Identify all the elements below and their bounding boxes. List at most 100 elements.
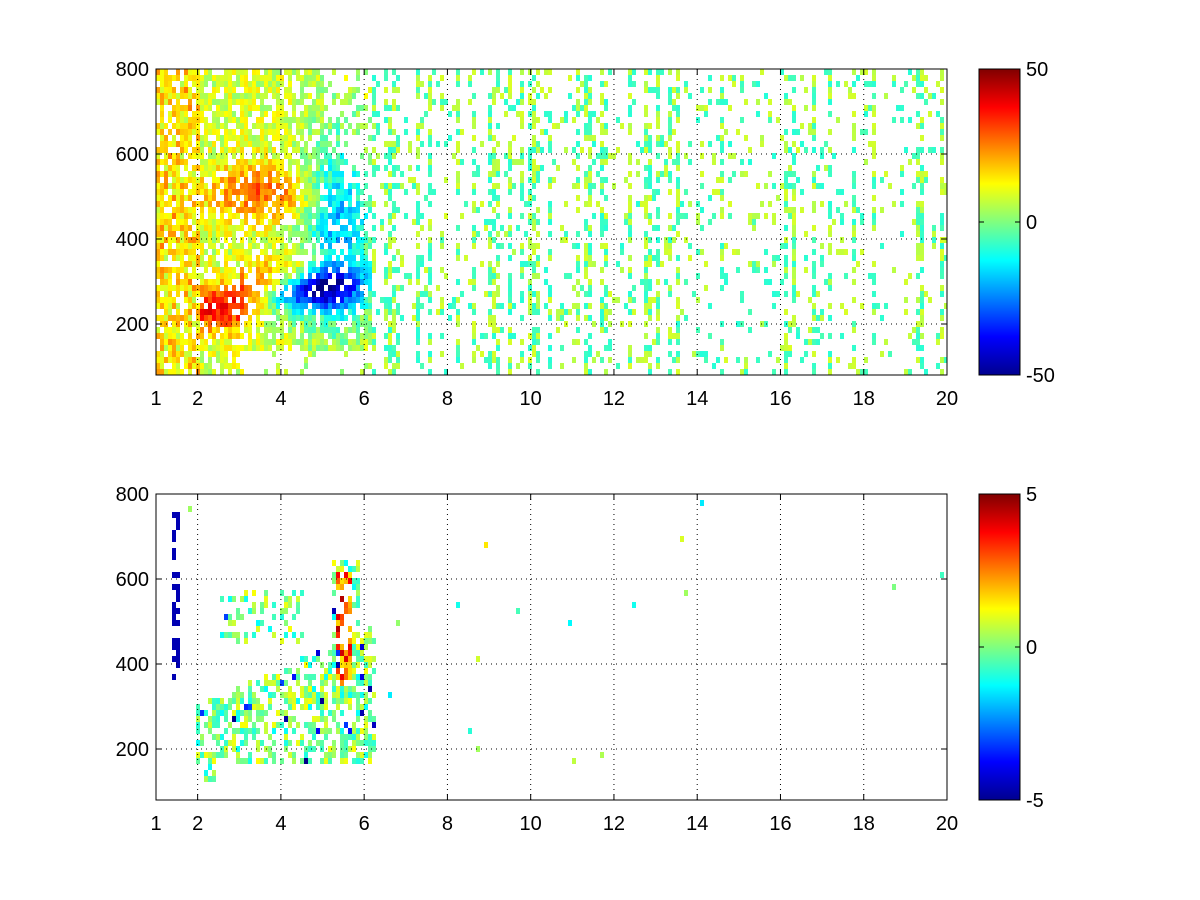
heatmap-cell xyxy=(388,153,392,159)
heatmap-cell xyxy=(176,339,180,345)
heatmap-cell xyxy=(260,686,264,692)
heatmap-cell xyxy=(164,171,168,177)
heatmap-cell xyxy=(192,219,196,225)
heatmap-cell xyxy=(200,159,204,165)
heatmap-cell xyxy=(588,99,592,105)
heatmap-cell xyxy=(308,159,312,165)
heatmap-cell xyxy=(356,740,360,746)
heatmap-cell xyxy=(244,590,248,596)
heatmap-cell xyxy=(748,309,752,315)
heatmap-cell xyxy=(644,123,648,129)
heatmap-cell xyxy=(196,219,200,225)
heatmap-cell xyxy=(916,207,920,213)
heatmap-cell xyxy=(160,357,164,363)
heatmap-cell xyxy=(156,177,160,183)
heatmap-cell xyxy=(168,183,172,189)
heatmap-cell xyxy=(240,692,244,698)
heatmap-cell xyxy=(344,303,348,309)
heatmap-cell xyxy=(372,740,376,746)
heatmap-cell xyxy=(336,255,340,261)
heatmap-cell xyxy=(744,363,748,369)
heatmap-cell xyxy=(192,165,196,171)
heatmap-cell xyxy=(372,225,376,231)
heatmap-cell xyxy=(312,321,316,327)
heatmap-cell xyxy=(156,291,160,297)
heatmap-cell xyxy=(188,363,192,369)
heatmap-cell xyxy=(548,213,552,219)
heatmap-cell xyxy=(920,267,924,273)
heatmap-cell xyxy=(932,225,936,231)
heatmap-cell xyxy=(940,249,944,255)
heatmap-cell xyxy=(208,363,212,369)
heatmap-cell xyxy=(288,171,292,177)
heatmap-cell xyxy=(872,195,876,201)
heatmap-cell xyxy=(236,333,240,339)
heatmap-cell xyxy=(788,147,792,153)
heatmap-cell xyxy=(168,171,172,177)
heatmap-cell xyxy=(424,291,428,297)
heatmap-cell xyxy=(596,117,600,123)
heatmap-cell xyxy=(236,255,240,261)
heatmap-cell xyxy=(332,213,336,219)
heatmap-cell xyxy=(208,105,212,111)
heatmap-cell xyxy=(364,123,368,129)
heatmap-cell xyxy=(396,267,400,273)
heatmap-cell xyxy=(508,165,512,171)
heatmap-cell xyxy=(304,171,308,177)
heatmap-cell xyxy=(188,351,192,357)
heatmap-cell xyxy=(600,69,604,75)
heatmap-cell xyxy=(428,339,432,345)
heatmap-cell xyxy=(220,153,224,159)
heatmap-cell xyxy=(300,339,304,345)
heatmap-cell xyxy=(304,105,308,111)
heatmap-cell xyxy=(308,201,312,207)
heatmap-cell xyxy=(364,333,368,339)
heatmap-cell xyxy=(288,123,292,129)
heatmap-cell xyxy=(156,183,160,189)
heatmap-cell xyxy=(556,327,560,333)
heatmap-cell xyxy=(176,357,180,363)
heatmap-cell xyxy=(220,291,224,297)
heatmap-cell xyxy=(164,147,168,153)
heatmap-cell xyxy=(324,261,328,267)
heatmap-cell xyxy=(520,69,524,75)
heatmap-cell xyxy=(456,345,460,351)
heatmap-cell xyxy=(332,285,336,291)
heatmap-cell xyxy=(340,153,344,159)
heatmap-cell xyxy=(268,680,272,686)
heatmap-cell xyxy=(224,261,228,267)
heatmap-cell xyxy=(168,231,172,237)
heatmap-cell xyxy=(392,363,396,369)
heatmap-cell xyxy=(168,87,172,93)
heatmap-cell xyxy=(212,333,216,339)
heatmap-cell xyxy=(316,165,320,171)
heatmap-cell xyxy=(280,722,284,728)
heatmap-cell xyxy=(928,147,932,153)
heatmap-cell xyxy=(784,333,788,339)
heatmap-cell xyxy=(168,153,172,159)
heatmap-cell xyxy=(204,93,208,99)
heatmap-cell xyxy=(444,177,448,183)
heatmap-cell xyxy=(268,321,272,327)
heatmap-cell xyxy=(244,291,248,297)
heatmap-cell xyxy=(280,123,284,129)
heatmap-cell xyxy=(256,207,260,213)
heatmap-cell xyxy=(344,291,348,297)
heatmap-cell xyxy=(352,111,356,117)
heatmap-cell xyxy=(336,183,340,189)
heatmap-cell xyxy=(204,237,208,243)
heatmap-cell xyxy=(644,261,648,267)
heatmap-cell xyxy=(192,243,196,249)
heatmap-cell xyxy=(176,608,180,614)
heatmap-cell xyxy=(692,291,696,297)
heatmap-cell xyxy=(240,596,244,602)
heatmap-cell xyxy=(268,195,272,201)
heatmap-cell xyxy=(252,602,256,608)
heatmap-cell xyxy=(520,243,524,249)
heatmap-cell xyxy=(828,363,832,369)
heatmap-cell xyxy=(480,69,484,75)
heatmap-cell xyxy=(256,345,260,351)
heatmap-cell xyxy=(352,273,356,279)
heatmap-cell xyxy=(352,345,356,351)
heatmap-cell xyxy=(256,117,260,123)
